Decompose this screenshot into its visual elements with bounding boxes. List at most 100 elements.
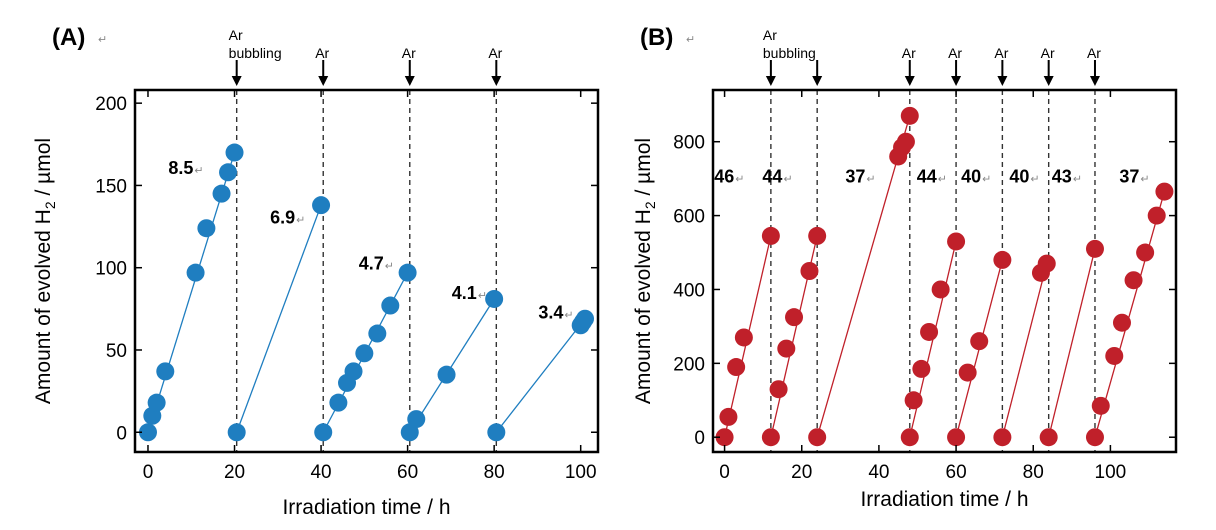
panel-label: (B) (640, 24, 673, 51)
data-point (727, 358, 746, 377)
series-3: 37 ↵ (808, 106, 919, 447)
y-axis-title: Amount of evolved H2 / µmol (32, 138, 58, 404)
data-point (225, 143, 244, 162)
fit-line (495, 318, 586, 433)
fit-line (1094, 191, 1166, 438)
data-point (719, 407, 738, 426)
y-tick-label: 150 (95, 176, 127, 197)
data-point (576, 309, 595, 328)
data-point (1155, 182, 1174, 201)
x-axis-title: Irradiation time / h (282, 496, 450, 519)
panel-label: (A) (52, 24, 85, 51)
series-7: 43 ↵ (1039, 166, 1104, 447)
rate-label: 40 (961, 166, 981, 186)
data-point (808, 428, 827, 447)
arrow-head (812, 76, 823, 86)
data-point (381, 296, 400, 315)
data-point (314, 423, 333, 442)
fit-line (409, 298, 495, 433)
y-axis-title: Amount of evolved H2 / µmol (632, 138, 658, 404)
x-axis-title: Irradiation time / h (860, 488, 1028, 511)
fit-line (236, 204, 322, 433)
y-tick-label: 200 (95, 94, 127, 115)
y-tick-label: 100 (95, 259, 127, 280)
x-tick-label: 60 (397, 462, 418, 483)
arrow-head (318, 76, 329, 86)
x-tick-label: 40 (310, 462, 331, 483)
data-point (958, 363, 977, 382)
x-tick-label: 100 (565, 462, 597, 483)
data-point (1091, 396, 1110, 415)
rate-label: 40 (1009, 166, 1029, 186)
return-glyph: ↵ (564, 310, 573, 322)
data-point (437, 365, 456, 384)
rate-label: 3.4 (538, 303, 563, 323)
data-point (715, 428, 734, 447)
fit-line (816, 115, 911, 438)
x-tick-label: 80 (1023, 462, 1044, 483)
data-point (912, 359, 931, 378)
arrow-label: Ar (315, 45, 329, 61)
data-point (1105, 346, 1124, 365)
series-6: 40 ↵ (993, 166, 1056, 447)
data-point (920, 322, 939, 341)
x-tick-label: 20 (224, 462, 245, 483)
data-point (1037, 254, 1056, 273)
data-point (900, 428, 919, 447)
arrow-head (404, 76, 415, 86)
data-point (761, 226, 780, 245)
arrow-label: bubbling (229, 45, 282, 61)
arrow-head (997, 76, 1008, 86)
data-point (734, 328, 753, 347)
series-1: 46 ↵ (714, 166, 780, 447)
data-point (947, 232, 966, 251)
data-point (947, 428, 966, 447)
arrow-head (1043, 76, 1054, 86)
data-point (1085, 428, 1104, 447)
arrow-label: Ar (994, 45, 1008, 61)
data-point (993, 250, 1012, 269)
data-point (931, 280, 950, 299)
arrow-label: bubbling (763, 45, 816, 61)
x-tick-label: 0 (143, 462, 154, 483)
arrow-head (951, 76, 962, 86)
arrow-label: Ar (1041, 45, 1055, 61)
series-4: 4.1 ↵ (400, 283, 504, 442)
data-point (970, 332, 989, 351)
data-point (993, 428, 1012, 447)
data-point (1085, 239, 1104, 258)
rate-label: 4.1 (452, 283, 477, 303)
return-glyph: ↵ (478, 290, 487, 302)
rate-label: 43 (1052, 166, 1072, 186)
rate-label: 8.5 (168, 158, 193, 178)
rate-label: 44 (917, 166, 937, 186)
x-tick-label: 0 (719, 462, 730, 483)
return-glyph: ↵ (866, 173, 875, 185)
arrow-head (904, 76, 915, 86)
data-point (407, 410, 426, 429)
plot-frame (133, 88, 600, 454)
data-point (785, 308, 804, 327)
series-3: 4.7 ↵ (314, 253, 417, 442)
arrow-label: Ar (1087, 45, 1101, 61)
arrow-head (231, 76, 242, 86)
return-glyph: ↵ (1140, 173, 1149, 185)
series-2: 6.9 ↵ (227, 196, 331, 442)
series-1: 8.5 ↵ (138, 143, 244, 442)
data-point (1124, 271, 1143, 290)
return-glyph: ↵ (735, 173, 744, 185)
data-point (1039, 428, 1058, 447)
x-tick-label: 80 (484, 462, 505, 483)
data-point (186, 263, 205, 282)
data-point (227, 423, 246, 442)
return-glyph: ↵ (296, 214, 305, 226)
arrow-label: Ar (229, 27, 243, 43)
arrow-label: Ar (948, 45, 962, 61)
data-point (138, 423, 157, 442)
y-tick-label: 800 (673, 133, 705, 154)
data-point (344, 362, 363, 381)
data-point (1112, 313, 1131, 332)
y-tick-label: 200 (673, 354, 705, 375)
